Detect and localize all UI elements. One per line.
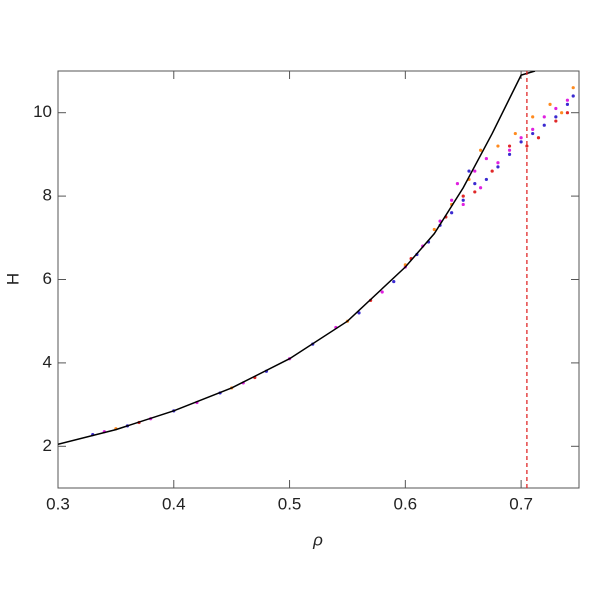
y-tick-label: 2	[43, 436, 52, 455]
data-point	[484, 156, 488, 161]
y-tick-label: 10	[33, 102, 52, 121]
x-tick-label: 0.6	[394, 494, 418, 513]
data-point	[473, 169, 477, 173]
data-point	[392, 279, 396, 284]
plot-frame	[57, 70, 580, 489]
data-point	[473, 181, 477, 186]
y-tick-label: 8	[43, 186, 52, 205]
data-point	[571, 86, 575, 90]
data-point	[542, 123, 546, 127]
data-point	[461, 198, 465, 202]
data-point	[531, 131, 535, 136]
y-axis-label: H	[3, 273, 22, 285]
x-axis-label: ρ	[312, 530, 323, 549]
data-point	[554, 106, 558, 111]
data-point	[461, 202, 465, 207]
x-tick-label: 0.3	[46, 494, 70, 513]
data-point	[484, 177, 488, 182]
x-tick-label: 0.7	[509, 494, 533, 513]
x-tick-label: 0.5	[278, 494, 302, 513]
data-point	[461, 194, 465, 198]
data-point	[519, 136, 523, 140]
data-point	[542, 115, 546, 119]
data-point	[473, 190, 477, 194]
data-point	[513, 131, 517, 136]
y-tick-label: 6	[43, 269, 52, 288]
data-point	[496, 165, 500, 169]
data-point	[560, 111, 564, 115]
data-point	[496, 161, 500, 165]
data-point	[455, 181, 460, 186]
data-point	[496, 144, 500, 148]
data-point	[554, 119, 558, 123]
data-point	[450, 198, 454, 202]
data-point	[554, 115, 558, 119]
data-point	[380, 290, 384, 294]
data-point	[525, 144, 529, 148]
data-point	[507, 148, 512, 152]
data-point	[490, 169, 494, 173]
data-point	[467, 169, 471, 173]
data-point	[571, 94, 575, 98]
data-point	[507, 152, 512, 156]
data-point	[519, 140, 523, 144]
data-point	[432, 227, 436, 232]
data-point	[548, 102, 552, 106]
data-point	[565, 98, 570, 102]
data-point	[531, 127, 535, 131]
data-point	[565, 102, 570, 106]
data-point	[478, 186, 483, 190]
data-point	[507, 144, 512, 148]
data-point	[478, 148, 483, 152]
data-point	[536, 136, 541, 140]
y-tick-label: 4	[43, 352, 52, 371]
curve	[58, 71, 536, 445]
data-point	[565, 111, 570, 115]
data-point	[450, 211, 454, 215]
x-tick-label: 0.4	[162, 494, 186, 513]
data-point	[531, 115, 535, 119]
